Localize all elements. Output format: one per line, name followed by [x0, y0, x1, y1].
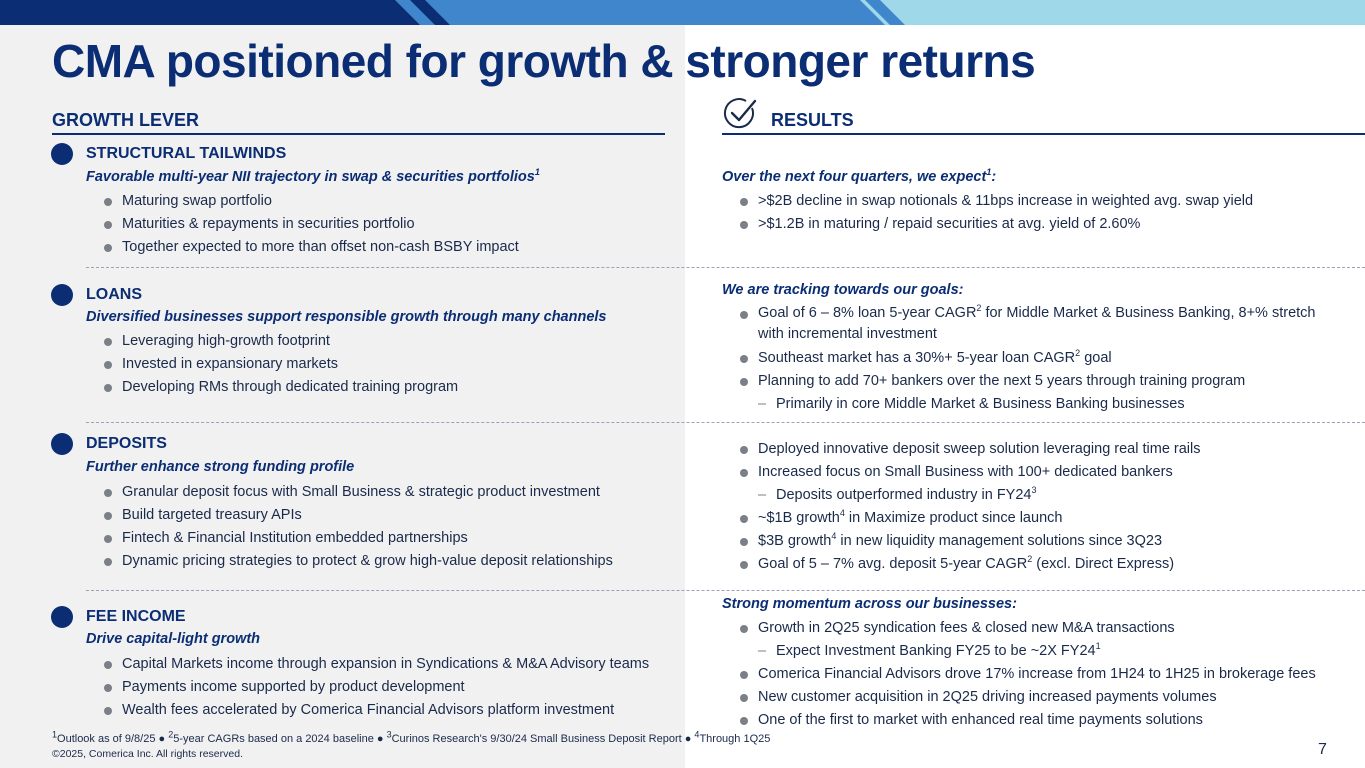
results-list: Deployed innovative deposit sweep soluti…: [740, 438, 1201, 576]
list-item: >$1.2B in maturing / repaid securities a…: [740, 213, 1253, 236]
results-list: Goal of 6 – 8% loan 5-year CAGR2 for Mid…: [740, 303, 1340, 416]
list-item: Invested in expansionary markets: [104, 353, 458, 376]
results-header: RESULTS: [771, 110, 854, 130]
list-item: $3B growth4 in new liquidity management …: [740, 530, 1201, 553]
list-item: Granular deposit focus with Small Busine…: [104, 481, 613, 504]
left-column-background: [0, 25, 685, 768]
list-item: Leveraging high-growth footprint: [104, 330, 458, 353]
list-item: Wealth fees accelerated by Comerica Fina…: [104, 699, 649, 722]
section-divider: [86, 267, 1365, 268]
list-item: New customer acquisition in 2Q25 driving…: [740, 686, 1316, 709]
list-item: Goal of 5 – 7% avg. deposit 5-year CAGR2…: [740, 553, 1201, 576]
list-item: Developing RMs through dedicated trainin…: [104, 376, 458, 399]
list-item: ~$1B growth4 in Maximize product since l…: [740, 507, 1201, 530]
growth-lever-header: GROWTH LEVER: [52, 110, 199, 130]
results-list: >$2B decline in swap notionals & 11bps i…: [740, 190, 1253, 236]
results-list: Growth in 2Q25 syndication fees & closed…: [740, 617, 1316, 732]
list-item: Dynamic pricing strategies to protect & …: [104, 550, 613, 573]
results-intro: Strong momentum across our businesses:: [722, 596, 1017, 612]
section-divider: [86, 422, 1365, 423]
results-rule: [722, 133, 1365, 135]
growth-lever-list: Granular deposit focus with Small Busine…: [104, 481, 613, 573]
list-item: Goal of 6 – 8% loan 5-year CAGR2 for Mid…: [740, 303, 1340, 345]
footnote: 1Outlook as of 9/8/25 ● 25-year CAGRs ba…: [52, 729, 771, 745]
list-item: Capital Markets income through expansion…: [104, 653, 649, 676]
list-item: Increased focus on Small Business with 1…: [740, 461, 1201, 484]
list-item: Comerica Financial Advisors drove 17% in…: [740, 663, 1316, 686]
page-number: 7: [1318, 741, 1327, 758]
list-item: Maturing swap portfolio: [104, 190, 519, 213]
list-item: Southeast market has a 30%+ 5-year loan …: [740, 347, 1340, 370]
section-dot-icon: [51, 433, 73, 455]
list-subitem: Primarily in core Middle Market & Busine…: [740, 393, 1340, 416]
copyright: ©2025, Comerica Inc. All rights reserved…: [52, 748, 243, 760]
list-item: >$2B decline in swap notionals & 11bps i…: [740, 190, 1253, 213]
list-item: Build targeted treasury APIs: [104, 504, 613, 527]
growth-lever-list: Leveraging high-growth footprint Investe…: [104, 330, 458, 399]
checkmark-circle-icon: [723, 98, 757, 129]
list-item: Payments income supported by product dev…: [104, 676, 649, 699]
section-title-loans: LOANS: [86, 286, 142, 303]
growth-lever-rule: [52, 133, 665, 135]
list-item: Maturities & repayments in securities po…: [104, 213, 519, 236]
section-divider: [86, 590, 1365, 591]
list-subitem: Expect Investment Banking FY25 to be ~2X…: [740, 640, 1316, 663]
section-subtitle: Drive capital-light growth: [86, 631, 261, 647]
growth-lever-list: Maturing swap portfolio Maturities & rep…: [104, 190, 519, 259]
section-dot-icon: [51, 606, 73, 628]
section-subtitle: Favorable multi-year NII trajectory in s…: [86, 167, 540, 185]
section-dot-icon: [51, 284, 73, 306]
list-item: One of the first to market with enhanced…: [740, 709, 1316, 732]
page-title: CMA positioned for growth & stronger ret…: [52, 35, 1036, 87]
top-decorative-band: [0, 0, 1365, 25]
list-item: Together expected to more than offset no…: [104, 236, 519, 259]
section-subtitle: Further enhance strong funding profile: [86, 459, 355, 475]
section-title-fee-income: FEE INCOME: [86, 608, 186, 625]
growth-lever-list: Capital Markets income through expansion…: [104, 653, 649, 722]
results-intro: We are tracking towards our goals:: [722, 282, 964, 298]
list-item: Fintech & Financial Institution embedded…: [104, 527, 613, 550]
results-intro: Over the next four quarters, we expect1:: [722, 167, 997, 185]
section-dot-icon: [51, 143, 73, 165]
list-item: Planning to add 70+ bankers over the nex…: [740, 370, 1340, 393]
list-item: Deployed innovative deposit sweep soluti…: [740, 438, 1201, 461]
list-item: Growth in 2Q25 syndication fees & closed…: [740, 617, 1316, 640]
section-title-structural-tailwinds: STRUCTURAL TAILWINDS: [86, 145, 287, 162]
section-title-deposits: DEPOSITS: [86, 435, 167, 452]
section-subtitle: Diversified businesses support responsib…: [86, 309, 607, 325]
list-subitem: Deposits outperformed industry in FY243: [740, 484, 1201, 507]
